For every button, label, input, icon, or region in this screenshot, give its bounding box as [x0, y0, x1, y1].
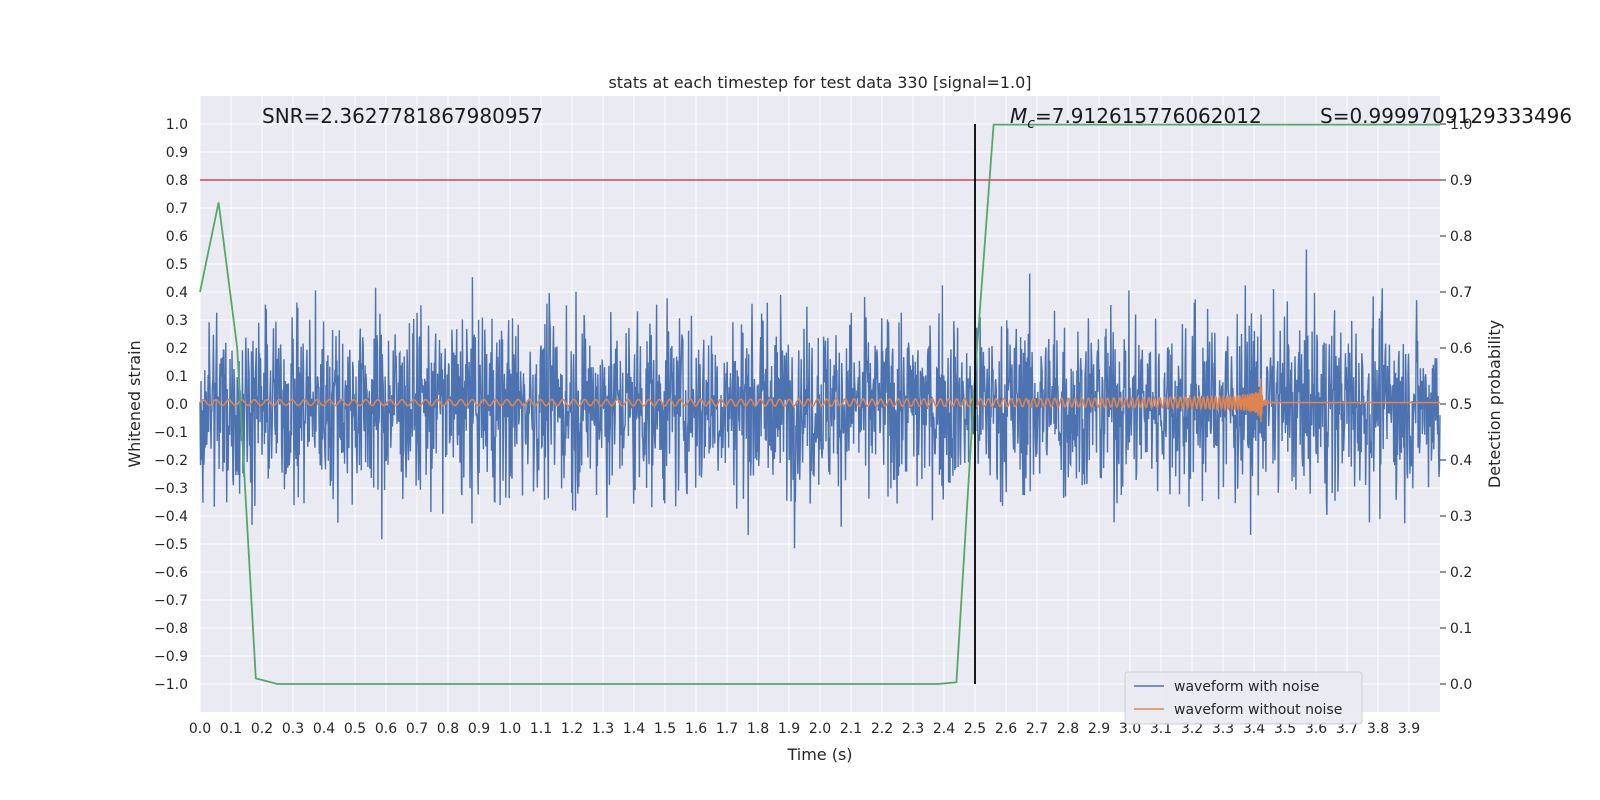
- x-tick-label: 2.9: [1088, 721, 1110, 737]
- x-tick-label: 1.9: [778, 721, 800, 737]
- y2-tick-label: 1.0: [1450, 117, 1472, 133]
- chirp-mass-subscript: c: [1027, 116, 1035, 132]
- y-tick-label: −0.8: [154, 621, 188, 637]
- y-tick-label: 0.1: [166, 369, 188, 385]
- y-tick-label: −1.0: [154, 677, 188, 693]
- x-tick-label: 3.4: [1243, 721, 1265, 737]
- y2-tick-label: 0.0: [1450, 677, 1472, 693]
- y2-tick-label: 0.3: [1450, 509, 1472, 525]
- x-tick-label: 0.9: [468, 721, 490, 737]
- x-tick-label: 0.6: [375, 721, 397, 737]
- clean-waveform-line: [199, 378, 1440, 423]
- x-tick-label: 3.9: [1398, 721, 1420, 737]
- x-tick-label: 2.7: [1026, 721, 1048, 737]
- x-tick-label: 1.6: [685, 721, 707, 737]
- snr-annotation: SNR=2.3627781867980957: [262, 104, 543, 128]
- x-tick-label: 1.4: [623, 721, 645, 737]
- y-tick-label: −0.4: [154, 509, 188, 525]
- x-tick-label: 1.8: [747, 721, 769, 737]
- y2-tick-label: 0.5: [1450, 397, 1472, 413]
- x-tick-label: 1.1: [530, 721, 552, 737]
- x-tick-label: 0.2: [251, 721, 273, 737]
- y-tick-label: 0.9: [166, 145, 188, 161]
- x-tick-label: 1.3: [592, 721, 614, 737]
- x-tick-label: 3.2: [1181, 721, 1203, 737]
- y2-axis-label: Detection probability: [1485, 320, 1504, 488]
- y-tick-label: 0.5: [166, 257, 188, 273]
- series-waveform-without-noise: [199, 378, 1440, 423]
- y2-tick-label: 0.8: [1450, 229, 1472, 245]
- chart-title: stats at each timestep for test data 330…: [608, 73, 1031, 92]
- y-tick-label: 0.0: [166, 397, 188, 413]
- x-tick-label: 1.2: [561, 721, 583, 737]
- y2-tick-label: 0.9: [1450, 173, 1472, 189]
- y-tick-label: 0.3: [166, 313, 188, 329]
- x-tick-label: 3.0: [1119, 721, 1141, 737]
- y2-tick-labels: 1.0 0.9 0.8 0.7 0.6 0.5 0.4 0.3 0.2 0.1 0.0: [1440, 117, 1472, 693]
- y2-tick-label: 0.6: [1450, 341, 1472, 357]
- x-tick-label: 1.5: [654, 721, 676, 737]
- x-tick-label: 2.4: [933, 721, 955, 737]
- x-tick-label: 3.5: [1274, 721, 1296, 737]
- x-tick-label: 2.2: [871, 721, 893, 737]
- x-tick-label: 0.4: [313, 721, 335, 737]
- chirp-mass-value: =7.912615776062012: [1035, 104, 1262, 128]
- chirp-mass-symbol: M: [1010, 104, 1027, 128]
- series-detection-probability: [199, 123, 1440, 685]
- y-tick-label: 0.2: [166, 341, 188, 357]
- y2-tick-label: 0.4: [1450, 453, 1472, 469]
- x-tick-label: 3.7: [1336, 721, 1358, 737]
- detection-probability-line: [199, 123, 1440, 685]
- y2-tick-label: 0.7: [1450, 285, 1472, 301]
- x-tick-label: 1.7: [716, 721, 738, 737]
- x-tick-label: 0.1: [220, 721, 242, 737]
- legend-box: [1124, 671, 1363, 725]
- y-tick-label: 0.7: [166, 201, 188, 217]
- legend-label-clean: waveform without noise: [1174, 702, 1342, 718]
- series-waveform-with-noise: [199, 249, 1441, 549]
- x-tick-label: 3.8: [1367, 721, 1389, 737]
- x-tick-label: 2.1: [840, 721, 862, 737]
- y-tick-label: 0.6: [166, 229, 188, 245]
- y2-tick-label: 0.2: [1450, 565, 1472, 581]
- reference-lines: [200, 124, 1440, 684]
- y-tick-label: −0.7: [154, 593, 188, 609]
- y-tick-labels: 1.0 0.9 0.8 0.7 0.6 0.5 0.4 0.3 0.2 0.1 0.0 −0.1 −0.…: [154, 117, 188, 693]
- y-tick-label: −0.9: [154, 649, 188, 665]
- x-tick-label: 3.1: [1150, 721, 1172, 737]
- y-tick-label: 1.0: [166, 117, 188, 133]
- y-tick-label: −0.2: [154, 453, 188, 469]
- x-tick-label: 2.6: [995, 721, 1017, 737]
- y-tick-label: −0.5: [154, 537, 188, 553]
- x-tick-label: 3.3: [1212, 721, 1234, 737]
- y-axis-label: Whitened strain: [125, 340, 144, 467]
- x-tick-label: 2.8: [1057, 721, 1079, 737]
- x-tick-label: 0.8: [437, 721, 459, 737]
- noisy-waveform-line: [199, 249, 1441, 549]
- y2-tick-label: 0.1: [1450, 621, 1472, 637]
- x-axis-label: Time (s): [786, 745, 852, 764]
- x-tick-label: 0.7: [406, 721, 428, 737]
- legend: waveform with noise waveform without noi…: [1124, 671, 1363, 725]
- chirp-mass-annotation: Mc=7.912615776062012: [1010, 104, 1262, 132]
- x-tick-label: 3.6: [1305, 721, 1327, 737]
- x-tick-label: 0.3: [282, 721, 304, 737]
- x-tick-label: 2.0: [809, 721, 831, 737]
- y-tick-label: 0.8: [166, 173, 188, 189]
- x-tick-label: 0.5: [344, 721, 366, 737]
- x-tick-label: 1.0: [499, 721, 521, 737]
- x-tick-label: 0.0: [189, 721, 211, 737]
- y-tick-label: −0.1: [154, 425, 188, 441]
- x-tick-label: 2.5: [964, 721, 986, 737]
- y-tick-label: −0.6: [154, 565, 188, 581]
- legend-label-noise: waveform with noise: [1174, 679, 1319, 695]
- y-tick-label: 0.4: [166, 285, 188, 301]
- x-tick-labels: 0.0 0.1 0.2 0.3 0.4 0.5 0.6 0.7 0.8 0.9 1.0 1.1 1.2 1…: [189, 721, 1420, 737]
- x-tick-label: 2.3: [902, 721, 924, 737]
- s-annotation: S=0.9999709129333496: [1320, 104, 1572, 128]
- y-tick-label: −0.3: [154, 481, 188, 497]
